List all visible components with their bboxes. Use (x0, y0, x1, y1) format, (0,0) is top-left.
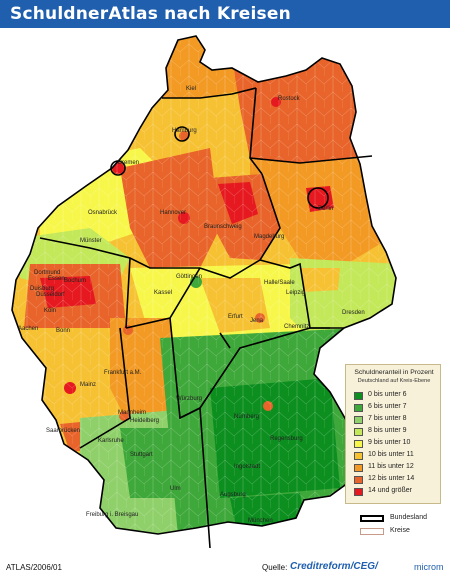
border-legend-row: Bundesland (360, 514, 446, 524)
kreise-swatch (360, 528, 384, 535)
border-legend-row: Kreise (360, 527, 446, 537)
bundesland-swatch (360, 515, 384, 522)
city-label: Regensburg (270, 436, 303, 442)
city-label: Braunschweig (204, 224, 242, 230)
city-label: Bochum (64, 278, 86, 284)
legend: Schuldneranteil in Prozent Deutschland a… (345, 364, 441, 504)
city-label: Rostock (278, 96, 301, 102)
city-label: Freiburg i. Breisgau (86, 512, 138, 518)
legend-swatch (354, 428, 363, 436)
legend-label: 0 bis unter 6 (368, 391, 407, 398)
germany-map: Kiel Rostock Hamburg Bremen Berlin Osnab… (11, 35, 397, 549)
city-label: Nürnberg (234, 414, 259, 420)
city-label: Essen (48, 276, 65, 282)
legend-label: 12 bis unter 14 (368, 475, 415, 482)
legend-subtitle: Deutschland auf Kreis-Ebene (357, 378, 431, 384)
legend-swatch (354, 392, 363, 400)
city-label: Bremen (118, 160, 139, 166)
city-label: Karlsruhe (98, 438, 124, 444)
city-label: Frankfurt a.M. (104, 370, 142, 376)
city-label: Chemnitz (284, 324, 309, 330)
city-label: Saarbrücken (46, 428, 80, 434)
legend-swatch (354, 452, 363, 460)
source-suffix: microm (414, 562, 444, 572)
city-label: Erfurt (228, 314, 243, 320)
source-credit: Quelle: Creditreform/CEG/ microm (262, 561, 448, 575)
header-bar: SchuldnerAtlas nach Kreisen (0, 0, 450, 28)
city-label: Hannover (160, 210, 186, 216)
legend-swatch (354, 476, 363, 484)
legend-swatch (354, 488, 363, 496)
legend-label: 7 bis unter 8 (368, 415, 407, 422)
city-label: Göttingen (176, 274, 202, 280)
legend-label: 11 bis unter 12 (368, 463, 414, 470)
legend-title: Schuldneranteil in Prozent (354, 369, 434, 376)
city-label: Dresden (342, 310, 365, 316)
city-label: Ulm (170, 486, 181, 492)
city-label: Dortmund (34, 270, 60, 276)
city-label: Düsseldorf (36, 292, 65, 298)
city-label: Heidelberg (130, 418, 159, 424)
legend-swatch (354, 440, 363, 448)
city-labels: Kiel Rostock Hamburg Bremen Berlin Osnab… (18, 86, 365, 524)
legend-swatch (354, 404, 363, 412)
city-label: Halle/Saale (264, 280, 295, 286)
city-label: Magdeburg (254, 234, 284, 240)
source-label: Quelle: (262, 563, 288, 572)
city-label: Hamburg (172, 128, 197, 134)
legend-label: 9 bis unter 10 (368, 439, 411, 446)
atlas-edition: ATLAS/2006/01 (6, 563, 62, 572)
city-label: Osnabrück (88, 210, 118, 216)
border-legend: Bundesland Kreise (360, 512, 446, 542)
city-label: Kiel (186, 86, 196, 92)
city-label: Bonn (56, 328, 70, 334)
bundesland-label: Bundesland (390, 514, 427, 521)
legend-swatch (354, 416, 363, 424)
legend-label: 14 und größer (368, 487, 412, 494)
city-label: Köln (44, 308, 56, 314)
city-label: Ingolstadt (234, 464, 260, 470)
city-label: Augsburg (220, 492, 246, 498)
city-label: München (248, 518, 273, 524)
city-label: Berlin (318, 206, 333, 212)
city-label: Leipzig (286, 290, 305, 296)
source-brand: Creditreform/CEG/ (290, 561, 378, 572)
legend-label: 10 bis unter 11 (368, 451, 414, 458)
legend-label: 6 bis unter 7 (368, 403, 407, 410)
city-label: Jena (250, 318, 264, 324)
legend-swatch (354, 464, 363, 472)
city-label: Stuttgart (130, 452, 153, 458)
page-title: SchuldnerAtlas nach Kreisen (10, 4, 291, 24)
city-label: Würzburg (176, 396, 202, 402)
city-label: Mannheim (118, 410, 146, 416)
city-label: Kassel (154, 290, 172, 296)
bundesland-borders (11, 35, 397, 549)
city-label: Mainz (80, 382, 96, 388)
legend-label: 8 bis unter 9 (368, 427, 407, 434)
city-label: Duisburg (30, 286, 54, 292)
city-label: Aachen (18, 326, 38, 332)
city-label: Münster (80, 238, 102, 244)
kreise-label: Kreise (390, 527, 410, 534)
